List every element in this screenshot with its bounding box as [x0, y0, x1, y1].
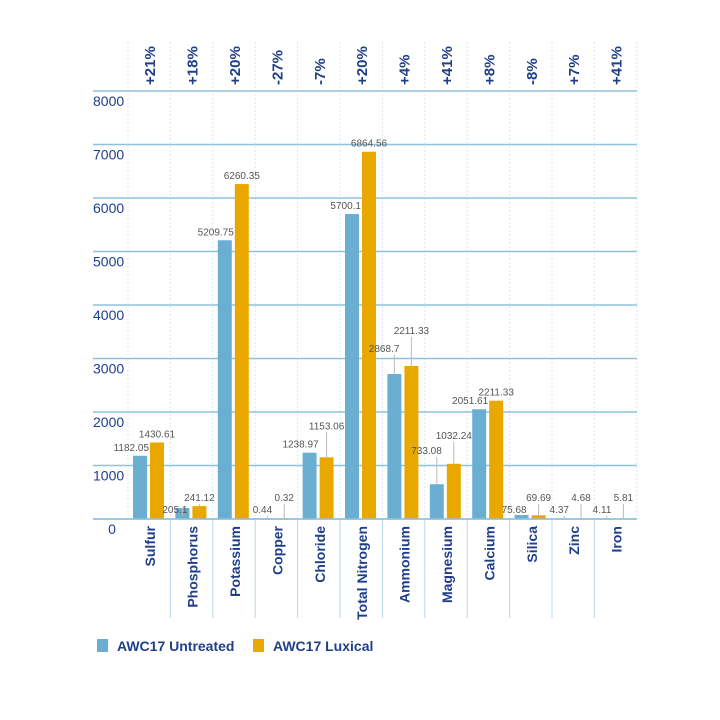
data-label: 241.12 [184, 493, 215, 504]
data-label: 69.69 [526, 493, 551, 504]
y-tick-label: 8000 [93, 93, 124, 109]
percent-change-label: +8% [481, 55, 498, 85]
data-label: 4.37 [550, 505, 570, 516]
data-label: 6864.56 [351, 139, 388, 150]
category-label: Phosphorus [185, 526, 201, 608]
bar-luxical [234, 184, 249, 519]
data-label: 5209.75 [198, 227, 235, 238]
bar-luxical [404, 365, 419, 519]
y-tick-label: 6000 [93, 200, 124, 216]
data-label: 6260.35 [224, 171, 261, 182]
data-label: 2051.61 [452, 396, 489, 407]
bar-luxical [531, 515, 546, 519]
data-label: 2211.33 [478, 388, 514, 399]
category-label: Ammonium [397, 526, 413, 603]
bar-untreated [217, 240, 232, 519]
percent-change-label: +41% [609, 46, 626, 85]
category-label: Silica [524, 526, 540, 563]
y-tick-label: 0 [108, 521, 116, 537]
data-label: 5700.1 [330, 201, 361, 212]
category-label: Chloride [312, 526, 328, 583]
data-label: 0.32 [274, 493, 294, 504]
percent-change-label: -27% [269, 50, 286, 85]
data-label: 5.81 [614, 493, 634, 504]
data-label: 4.11 [593, 505, 612, 516]
percent-change-label: +18% [185, 46, 202, 85]
data-label: 1430.61 [139, 429, 176, 440]
percent-change-label: -7% [312, 58, 329, 85]
y-tick-label: 3000 [93, 361, 124, 377]
legend-label: AWC17 Untreated [117, 638, 234, 654]
legend-swatch [253, 639, 264, 652]
data-label: 2211.33 [394, 326, 430, 337]
percent-change-label: +21% [142, 46, 159, 85]
data-label: 1032.24 [436, 431, 473, 442]
data-label: 1182.05 [114, 443, 150, 454]
bar-luxical [150, 442, 164, 519]
legend-swatch [97, 639, 108, 652]
bar-luxical [319, 457, 334, 519]
data-label: 1153.06 [309, 421, 345, 432]
bar-luxical [446, 463, 461, 519]
percent-change-label: +20% [354, 46, 371, 85]
category-label: Magnesium [439, 526, 455, 603]
percent-change-label: -8% [524, 58, 541, 85]
category-label: Zinc [566, 526, 582, 555]
bar-luxical [489, 400, 504, 519]
bar-untreated [429, 484, 444, 519]
y-tick-label: 2000 [93, 414, 124, 430]
y-tick-label: 7000 [93, 147, 124, 163]
bar-untreated [345, 214, 359, 519]
data-label: 2868.7 [369, 344, 400, 355]
y-tick-label: 1000 [93, 468, 124, 484]
percent-change-label: +20% [227, 46, 244, 85]
y-tick-label: 5000 [93, 254, 124, 270]
data-label: 4.68 [571, 493, 591, 504]
data-label: 0.44 [253, 505, 273, 516]
percent-change-label: +4% [397, 55, 414, 85]
bar-luxical [362, 151, 376, 519]
data-label: 75.68 [502, 505, 527, 516]
bar-untreated [472, 409, 487, 519]
bar-luxical [192, 506, 207, 519]
category-label: Potassium [227, 526, 243, 597]
legend-label: AWC17 Luxical [273, 638, 373, 654]
data-label: 205.1 [162, 505, 187, 516]
bar-untreated [302, 452, 317, 519]
category-label: Calcium [481, 526, 497, 580]
bar-untreated [133, 455, 147, 519]
data-label: 1238.97 [282, 440, 319, 451]
percent-change-label: +41% [439, 46, 456, 85]
bar-untreated [514, 514, 529, 519]
percent-change-label: +7% [566, 55, 583, 85]
category-label: Copper [269, 525, 285, 575]
data-label: 733.08 [411, 446, 442, 457]
category-label: Sulfur [142, 525, 158, 566]
category-label: Total Nitrogen [354, 526, 370, 620]
bar-untreated [387, 374, 402, 519]
y-tick-label: 4000 [93, 307, 124, 323]
category-label: Iron [609, 526, 625, 552]
